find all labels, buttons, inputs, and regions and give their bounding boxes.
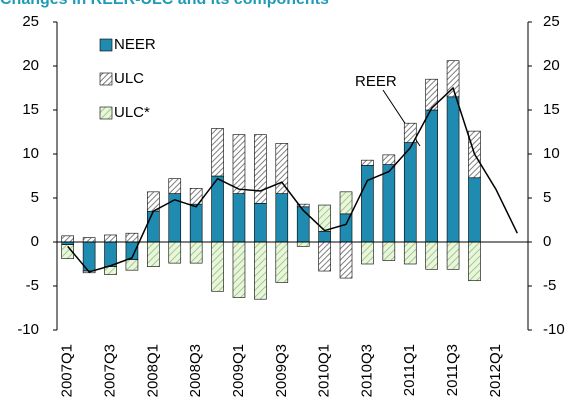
bar-segment <box>296 203 310 208</box>
legend-swatch <box>99 72 113 86</box>
y2-tick-label: 20 <box>543 57 560 74</box>
legend-label: NEER <box>114 36 156 53</box>
bar-segment <box>232 134 246 194</box>
bar-segment <box>296 206 310 243</box>
bar-segment <box>275 193 289 243</box>
bar-segment <box>104 241 117 267</box>
bar-segment <box>254 134 267 204</box>
bar-segment <box>125 232 139 243</box>
y-tick-label: 20 <box>22 57 39 74</box>
bar-segment <box>339 241 353 279</box>
x-tick-label: 2011Q3 <box>444 344 461 396</box>
x-tick-label: 2008Q3 <box>187 344 204 397</box>
bar-segment <box>468 241 481 282</box>
y2-tick-label: -10 <box>543 321 565 338</box>
x-tick-label: 2010Q3 <box>358 344 375 397</box>
y-tick-label: -10 <box>17 321 39 338</box>
bar-segment <box>425 109 438 243</box>
y2-tick-label: 10 <box>543 145 560 162</box>
bar-segment <box>82 237 96 243</box>
y-tick-label: -5 <box>26 277 39 294</box>
bar-segment <box>211 128 224 177</box>
bar-segment <box>425 78 438 111</box>
bar-segment <box>232 241 246 298</box>
bar-segment <box>446 241 460 270</box>
bar-segment <box>254 241 267 300</box>
bar-segment <box>468 177 481 243</box>
bar-segment <box>147 210 160 243</box>
chart-title: Changes in REER-ULC and its components <box>0 0 329 8</box>
y-tick-label: 5 <box>31 189 39 206</box>
x-tick-label: 2009Q1 <box>230 344 247 397</box>
legend-label: ULC* <box>114 104 150 121</box>
bar-segment <box>361 241 374 265</box>
y2-tick-label: 25 <box>543 13 560 30</box>
bar-segment <box>104 234 117 243</box>
bar-segment <box>318 204 331 232</box>
annotation: REER <box>355 73 397 90</box>
bar-segment <box>339 213 353 243</box>
y2-tick-label: 15 <box>543 101 560 118</box>
bar-segment <box>254 202 267 243</box>
bar-segment <box>189 188 203 205</box>
bar-segment <box>318 241 331 272</box>
legend-label: ULC <box>114 70 144 87</box>
x-tick-label: 2012Q1 <box>487 344 504 397</box>
y2-tick-label: 5 <box>543 189 551 206</box>
bar-segment <box>232 193 246 243</box>
bar-segment <box>446 60 460 98</box>
y2-tick-label: -5 <box>543 277 556 294</box>
bar-segment <box>275 241 289 283</box>
y2-tick-label: 0 <box>543 233 551 250</box>
bar-segment <box>403 142 417 243</box>
bar-segment <box>168 241 182 264</box>
bar-segment <box>61 244 75 260</box>
y-tick-label: 0 <box>31 233 39 250</box>
bar-segment <box>296 241 310 247</box>
bar-segment <box>189 203 203 243</box>
legend-swatch <box>99 38 113 52</box>
y-tick-label: 25 <box>22 13 39 30</box>
bar-segment <box>382 241 396 261</box>
x-tick-label: 2007Q3 <box>101 344 118 397</box>
bar-segment <box>318 231 331 243</box>
bar-segment <box>425 241 438 270</box>
bar-segment <box>361 165 374 243</box>
bar-segment <box>189 241 203 264</box>
x-tick-label: 2009Q3 <box>273 344 290 397</box>
line-series <box>67 86 518 273</box>
y-tick-label: 15 <box>22 101 39 118</box>
x-tick-label: 2007Q1 <box>59 344 76 397</box>
bar-segment <box>275 143 289 194</box>
bar-segment <box>125 259 139 271</box>
bar-segment <box>361 159 374 166</box>
bar-segment <box>382 164 396 243</box>
bar-segment <box>446 96 460 243</box>
x-tick-label: 2011Q1 <box>401 344 418 396</box>
bar-segment <box>104 266 117 275</box>
bar-segment <box>168 178 182 194</box>
bar-segment <box>61 235 75 243</box>
x-tick-label: 2010Q1 <box>316 344 333 397</box>
y-tick-label: 10 <box>22 145 39 162</box>
bar-segment <box>211 175 224 243</box>
bar-segment <box>382 154 396 165</box>
bar-segment <box>403 241 417 265</box>
x-tick-label: 2008Q1 <box>144 344 161 397</box>
bar-segment <box>211 241 224 292</box>
bar-segment <box>339 191 353 215</box>
legend-swatch <box>99 106 113 120</box>
bar-segment <box>147 241 160 267</box>
bar-segment <box>403 122 417 143</box>
